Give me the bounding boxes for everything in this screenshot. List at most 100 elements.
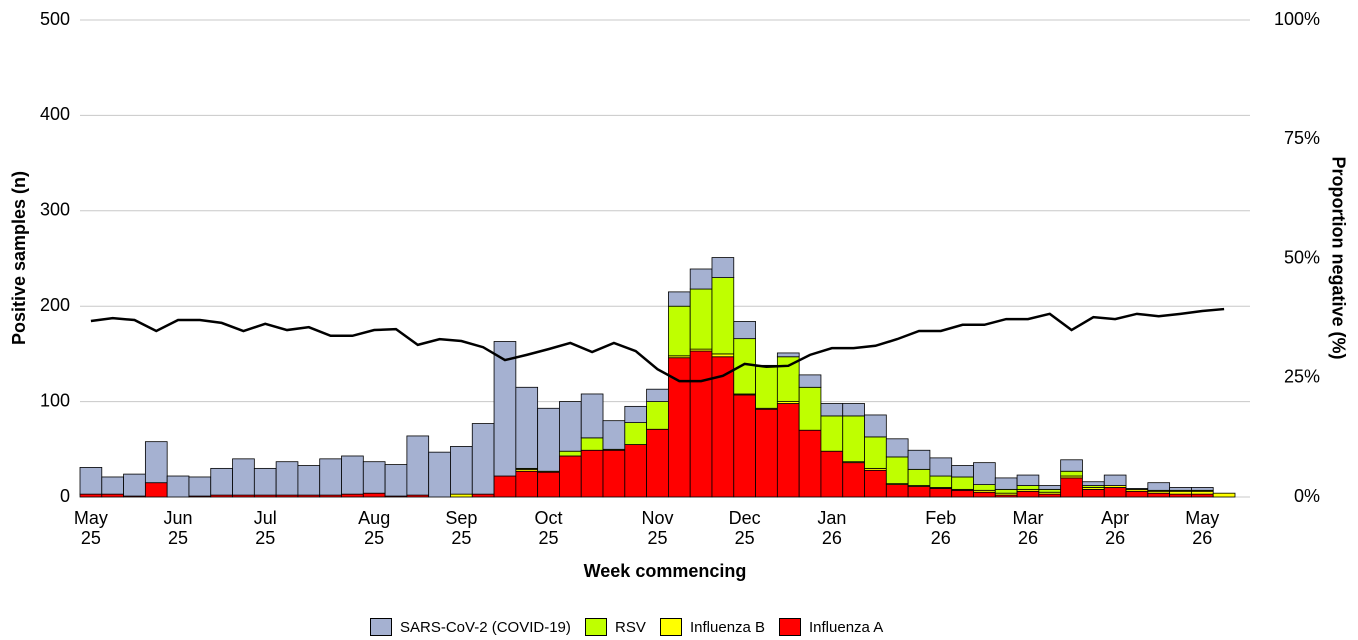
bar-segment <box>951 465 974 478</box>
bar-segment <box>646 401 669 430</box>
bar-segment <box>711 353 735 358</box>
bar-segment <box>885 484 909 498</box>
legend-swatch <box>585 618 607 636</box>
bar-segment <box>79 493 103 498</box>
y-tick-label: 100 <box>40 390 70 410</box>
legend-item: RSV <box>585 617 646 637</box>
bar-segment <box>428 451 451 498</box>
bar-segment <box>188 476 212 497</box>
y2-tick-label: 75% <box>1284 128 1320 148</box>
bar-segment <box>1191 487 1214 491</box>
bar-segment <box>1016 490 1040 498</box>
bar-segment <box>559 455 582 498</box>
bar-segment <box>733 321 756 340</box>
bar-segment <box>776 352 800 358</box>
bar-segment <box>929 457 953 477</box>
bar-segment <box>994 488 1018 494</box>
bar-segment <box>776 403 800 498</box>
bar-segment <box>907 486 931 498</box>
bar-segment <box>1169 487 1192 491</box>
y2-tick-label: 0% <box>1294 486 1320 506</box>
x-tick-label: Jul 25 <box>253 508 277 548</box>
bar-segment <box>667 291 691 307</box>
bar-segment <box>580 449 604 498</box>
bar-segment <box>1169 490 1192 495</box>
bar-segment <box>820 415 844 452</box>
bar-segment <box>842 415 865 463</box>
bar-segment <box>79 467 103 495</box>
legend-item: Influenza A <box>779 617 883 637</box>
bar-segment <box>733 338 756 395</box>
legend-label: Influenza A <box>809 618 884 636</box>
bar-segment <box>1147 482 1171 491</box>
bar-segment <box>210 467 233 496</box>
x-axis-title: Week commencing <box>584 561 747 581</box>
bar-segment <box>493 475 517 498</box>
bar-segment <box>646 428 669 498</box>
bar-segment <box>537 407 560 472</box>
bar-segment <box>1060 477 1083 498</box>
bar-segment <box>885 456 909 485</box>
bar-segment <box>1060 459 1083 472</box>
y2-tick-label: 100% <box>1274 9 1320 29</box>
bar-segment <box>711 257 735 278</box>
bar-segment <box>341 493 364 498</box>
bar-segment <box>297 465 321 496</box>
bar-segment <box>733 394 756 498</box>
bar-segment <box>820 403 844 417</box>
bar-segment <box>885 438 909 458</box>
bar-segment <box>1191 493 1214 498</box>
bar-segment <box>667 305 691 357</box>
x-tick-label: Apr 26 <box>1101 508 1130 548</box>
bar-segment <box>820 450 844 498</box>
bar-segment <box>362 461 386 494</box>
x-tick-label: Sep 25 <box>445 508 478 548</box>
bar-segment <box>798 374 822 388</box>
bar-segment <box>1016 474 1040 486</box>
bar-segment <box>624 422 648 445</box>
bar-segment <box>101 476 124 495</box>
bar-segment <box>689 350 713 498</box>
bar-segment <box>101 493 124 498</box>
bar-segment <box>515 386 539 469</box>
bar-segment <box>864 436 887 469</box>
y2-tick-label: 25% <box>1284 367 1320 387</box>
bar-segment <box>994 477 1018 490</box>
bar-segment <box>624 444 648 498</box>
bar-segment <box>450 493 473 498</box>
y-tick-label: 500 <box>40 9 70 29</box>
bar-segment <box>275 461 299 496</box>
legend-label: RSV <box>615 618 646 636</box>
bar-segment <box>1038 493 1062 498</box>
x-tick-label: May 26 <box>1185 508 1220 548</box>
bar-segment <box>864 469 887 498</box>
legend-swatch <box>370 618 392 636</box>
x-tick-label: Jun 25 <box>163 508 193 548</box>
bar-segment <box>951 489 974 498</box>
bar-segment <box>842 462 865 498</box>
x-tick-label: Feb 26 <box>925 508 957 548</box>
bar-segment <box>973 462 996 485</box>
bar-segment <box>559 401 582 452</box>
x-tick-label: Oct 25 <box>534 508 563 548</box>
bar-segment <box>253 467 277 496</box>
bar-segment <box>1060 470 1083 477</box>
legend-swatch <box>779 618 801 636</box>
x-tick-label: Jan 26 <box>817 508 847 548</box>
bar-segment <box>973 484 996 491</box>
bar-segment <box>864 414 887 438</box>
bar-segment <box>1169 493 1192 498</box>
bar-segment <box>1191 490 1214 495</box>
bar-segment <box>907 449 931 470</box>
bar-segment <box>1038 488 1062 493</box>
bar-segment <box>580 437 604 451</box>
bar-segment <box>776 356 800 402</box>
bar-segment <box>689 288 713 350</box>
bar-segment <box>144 441 168 484</box>
bar-segment <box>1082 481 1105 486</box>
bar-segment <box>667 357 691 498</box>
bar-segment <box>1212 492 1236 498</box>
bar-segment <box>798 429 822 498</box>
